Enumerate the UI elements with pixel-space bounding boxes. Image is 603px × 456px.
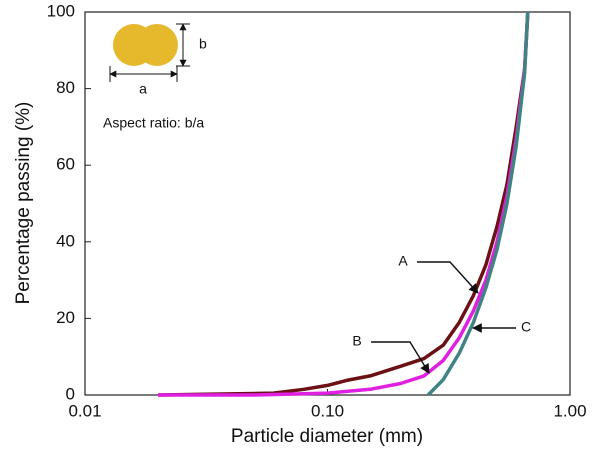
y-tick-label: 60: [56, 155, 75, 174]
y-axis-title: Percentage passing (%): [13, 102, 34, 305]
y-tick-label: 20: [56, 308, 75, 327]
x-axis-title: Particle diameter (mm): [231, 426, 423, 447]
x-tick-label: 1.00: [553, 401, 586, 420]
series-label: B: [352, 333, 361, 349]
series-label: C: [521, 319, 531, 335]
x-tick-label: 0.01: [68, 401, 101, 420]
series-line: [426, 11, 530, 397]
plot-frame: [84, 11, 571, 396]
y-tick-label: 100: [47, 1, 75, 20]
x-tick-label: 0.10: [311, 401, 344, 420]
inset-label: b: [199, 36, 207, 52]
inset: b a Aspect ratio: b/a: [103, 23, 207, 131]
y-tick-label: 80: [56, 78, 75, 97]
inset-label: a: [139, 81, 147, 97]
particle: [136, 24, 178, 66]
leader-arrow: [371, 341, 430, 374]
series-line: [158, 11, 530, 397]
leader-arrow: [417, 261, 479, 294]
series-label: A: [398, 253, 408, 269]
y-tick-label: 0: [66, 384, 75, 403]
inset-caption: Aspect ratio: b/a: [103, 115, 204, 131]
series-line: [157, 11, 530, 397]
y-tick-label: 40: [56, 231, 75, 250]
